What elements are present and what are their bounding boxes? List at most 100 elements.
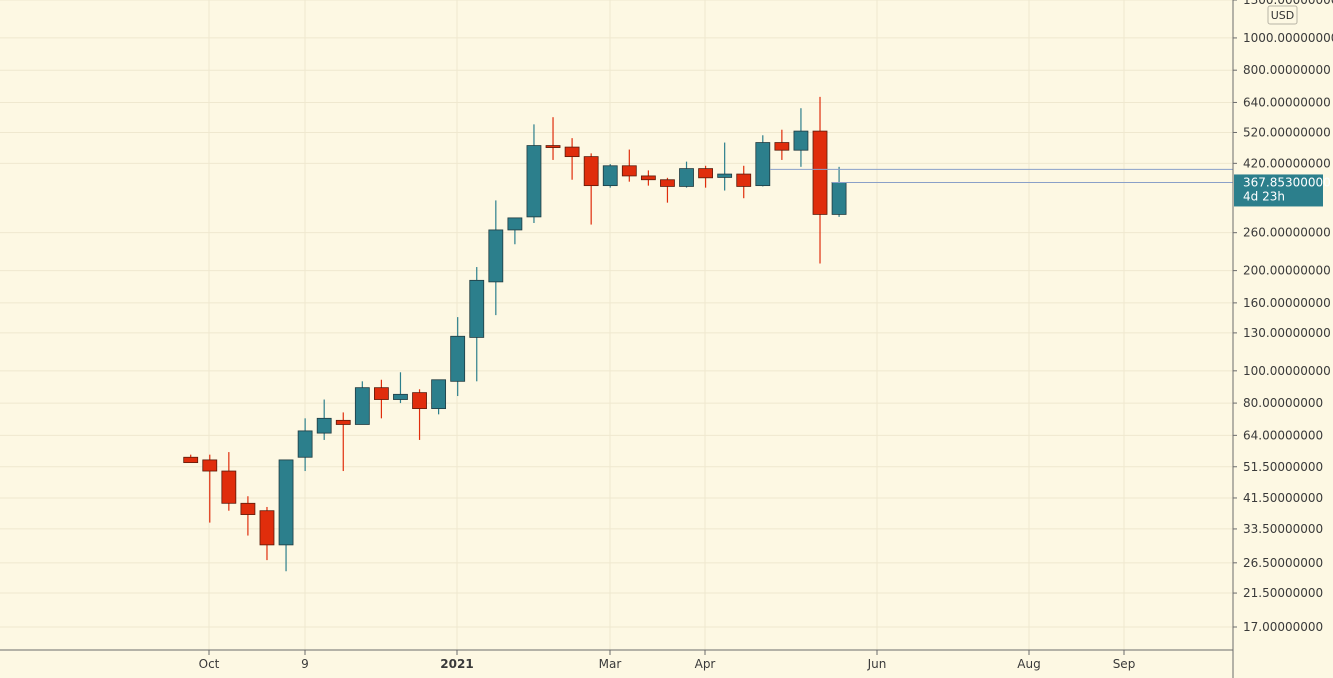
x-tick-label: Mar xyxy=(599,657,622,671)
candle xyxy=(488,200,504,316)
currency-label: USD xyxy=(1271,9,1295,22)
price-axis[interactable]: 1300.00000000 1000.00000000 800.00000000 64… xyxy=(1233,0,1333,634)
x-tick-label: 9 xyxy=(301,657,309,671)
candle-body xyxy=(373,387,389,400)
candle-body xyxy=(526,145,542,218)
candle xyxy=(431,379,447,415)
candle xyxy=(679,161,694,188)
candle xyxy=(564,138,580,180)
x-tick-label: Sep xyxy=(1113,657,1136,671)
x-tick-label: Aug xyxy=(1017,657,1040,671)
candle-body xyxy=(793,130,809,151)
candle xyxy=(469,267,485,382)
x-tick-label: 2021 xyxy=(440,657,473,671)
candle-body xyxy=(736,173,752,187)
last-price-tag-background xyxy=(1234,174,1323,207)
candle-body xyxy=(640,175,656,181)
candle xyxy=(507,217,523,245)
y-tick-label: 100.00000000 xyxy=(1243,364,1331,378)
candle xyxy=(583,153,599,225)
candle xyxy=(412,389,427,440)
x-tick-label: Oct xyxy=(199,657,220,671)
candle-body xyxy=(812,130,828,215)
y-tick-label: 64.00000000 xyxy=(1243,428,1323,442)
candle-body xyxy=(545,145,561,148)
candle xyxy=(736,165,752,199)
candle xyxy=(526,124,542,224)
candle-body xyxy=(602,165,618,187)
candle xyxy=(621,149,637,182)
candle-countdown: 4d 23h xyxy=(1243,189,1285,203)
candle xyxy=(278,459,294,572)
candle xyxy=(660,177,675,203)
candle xyxy=(698,165,713,188)
candle-body xyxy=(393,393,408,400)
candle xyxy=(717,142,733,191)
x-tick-label: Jun xyxy=(867,657,887,671)
candle xyxy=(354,381,370,425)
candle-body xyxy=(660,179,675,187)
candle xyxy=(297,418,313,472)
candle-body xyxy=(202,459,218,472)
currency-button[interactable]: USD xyxy=(1267,5,1298,25)
y-tick-label: 80.00000000 xyxy=(1243,396,1323,410)
candle xyxy=(774,129,790,160)
candle-body xyxy=(679,168,694,187)
candle-body xyxy=(507,217,523,231)
candle-body xyxy=(755,142,771,187)
candle xyxy=(183,454,199,464)
candle xyxy=(373,379,389,419)
candle-body xyxy=(469,279,485,338)
candle-body xyxy=(450,335,466,382)
candle xyxy=(202,454,218,523)
candle xyxy=(793,108,809,167)
y-tick-label: 200.00000000 xyxy=(1243,264,1331,278)
time-axis[interactable]: Oct 9 2021 Mar Apr Jun Aug Sep xyxy=(199,650,1136,671)
candle-body xyxy=(259,510,275,546)
candle xyxy=(545,117,561,160)
candle-body xyxy=(583,156,599,187)
candle xyxy=(450,317,466,397)
y-tick-label: 1300.00000000 xyxy=(1243,0,1333,7)
candle xyxy=(335,412,351,472)
candle-body xyxy=(316,417,332,434)
y-tick-label: 51.50000000 xyxy=(1243,460,1323,474)
candle-body xyxy=(297,430,313,458)
candle-body xyxy=(278,459,294,546)
candle-body xyxy=(335,419,351,425)
candle-body xyxy=(221,470,237,504)
candle-body xyxy=(488,229,504,283)
candle xyxy=(602,164,618,188)
candle xyxy=(812,96,828,264)
y-tick-label: 160.00000000 xyxy=(1243,296,1331,310)
candle-body xyxy=(431,379,447,410)
candle-body xyxy=(698,168,713,179)
y-tick-label: 800.00000000 xyxy=(1243,63,1331,77)
y-tick-label: 1000.00000000 xyxy=(1243,31,1333,45)
candle-body xyxy=(564,146,580,158)
candle-body xyxy=(621,165,637,177)
candle xyxy=(393,372,408,404)
candle-body xyxy=(240,502,256,515)
candle-body xyxy=(412,392,427,410)
last-price-value: 367.85300000 xyxy=(1243,175,1331,189)
candle-body xyxy=(831,182,847,215)
y-tick-label: 640.00000000 xyxy=(1243,95,1331,109)
candle xyxy=(316,399,332,440)
y-tick-label: 17.00000000 xyxy=(1243,620,1323,634)
candle xyxy=(240,496,256,536)
y-tick-label: 260.00000000 xyxy=(1243,226,1331,240)
candle xyxy=(259,506,275,561)
candle-body xyxy=(774,142,790,151)
candle xyxy=(831,166,847,217)
candle xyxy=(640,170,656,186)
candle-body xyxy=(354,387,370,425)
reference-lines xyxy=(770,168,1233,183)
y-tick-label: 420.00000000 xyxy=(1243,156,1331,170)
grid-lines xyxy=(0,0,1233,650)
candle-body xyxy=(183,456,199,464)
y-tick-label: 21.50000000 xyxy=(1243,586,1323,600)
last-price-tag: 367.85300000 4d 23h xyxy=(1234,174,1331,207)
